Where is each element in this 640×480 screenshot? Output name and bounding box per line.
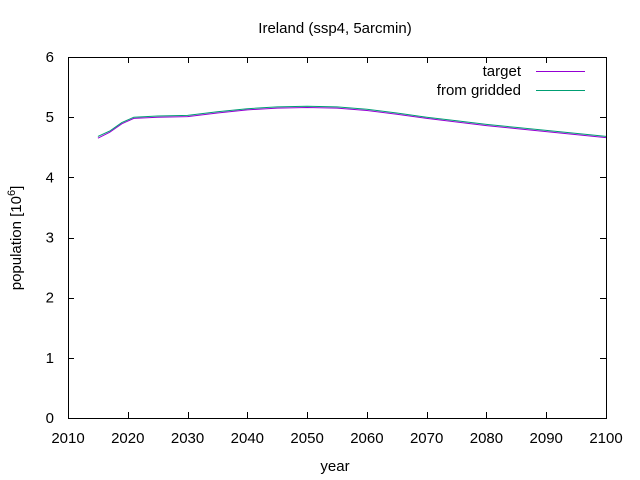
x-axis-label: year [320, 458, 349, 475]
legend-label-2: from gridded [437, 82, 521, 99]
x-tick-label: 2040 [231, 430, 264, 447]
y-axis-label-main: population [10 [8, 196, 25, 290]
series-line-1 [97, 106, 607, 139]
y-tick-label: 6 [46, 49, 54, 66]
y-axis-label: population [106] [6, 186, 25, 291]
x-tick-label: 2080 [470, 430, 503, 447]
y-axis-ticks: 0 1 2 3 4 5 6 [46, 49, 606, 427]
y-tick-label: 4 [46, 169, 54, 186]
x-tick-label: 2010 [51, 430, 84, 447]
x-tick-label: 2020 [111, 430, 144, 447]
y-tick-label: 1 [46, 350, 54, 367]
x-tick-label: 2090 [530, 430, 563, 447]
x-tick-label: 2070 [410, 430, 443, 447]
y-tick-label: 2 [46, 290, 54, 307]
legend: target from gridded [437, 63, 585, 99]
y-tick-label: 5 [46, 109, 54, 126]
x-axis-ticks: 2010 2020 2030 2040 2050 2060 2070 2080 2090 2100 [51, 57, 623, 447]
plot-frame [68, 57, 607, 419]
y-axis-label-close: ] [8, 186, 25, 190]
legend-label-1: target [483, 63, 522, 80]
x-tick-label: 2030 [171, 430, 204, 447]
x-tick-label: 2100 [589, 430, 622, 447]
series-line-2 [97, 105, 607, 137]
chart-title: Ireland (ssp4, 5arcmin) [258, 20, 411, 37]
x-tick-label: 2060 [350, 430, 383, 447]
y-axis-label-exponent: 6 [6, 190, 18, 196]
series-layer [97, 105, 607, 139]
y-tick-label: 3 [46, 230, 54, 247]
y-tick-label: 0 [46, 410, 54, 427]
x-tick-label: 2050 [290, 430, 323, 447]
